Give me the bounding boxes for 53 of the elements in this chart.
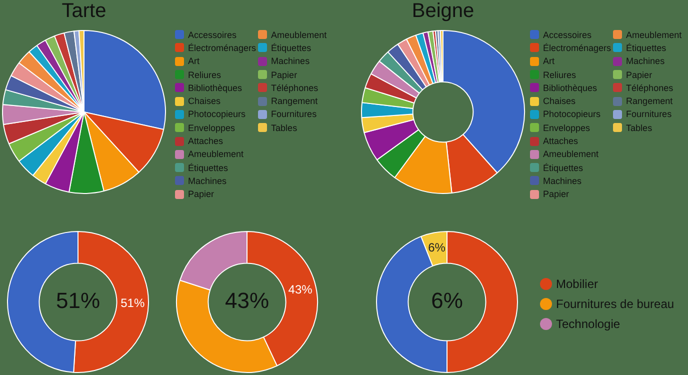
legend-label: Attaches [188, 136, 224, 146]
legend-label: Chaises [188, 96, 221, 106]
text: 6% [431, 288, 463, 314]
legend-label: Étiquettes [626, 42, 666, 53]
legend-label: Attaches [543, 136, 578, 146]
legend-label: Électroménagers [188, 42, 256, 53]
legend-label: Machines [188, 176, 227, 186]
legend-label: Fournitures [271, 109, 317, 120]
legend-label: Accessoires [543, 30, 592, 40]
legend-label: Téléphones [271, 82, 318, 93]
legend-label: Papier [626, 70, 652, 80]
legend-label: Photocopieurs [543, 109, 601, 120]
legend-label: Photocopieurs [188, 109, 246, 120]
legend-label: Ameublement [188, 149, 244, 160]
legend-label: Technologie [556, 317, 620, 331]
legend-label: Étiquettes [543, 162, 584, 173]
text: 51% [56, 288, 100, 314]
legend-label: Papier [188, 189, 214, 200]
data-label: 43% [288, 282, 313, 296]
legend-label: Étiquettes [271, 42, 312, 53]
legend-label: Enveloppes [188, 122, 236, 133]
legend-label: Machines [271, 56, 310, 66]
legend-label: Reliures [543, 70, 576, 80]
legend-label: Enveloppes [543, 122, 590, 133]
text: 43% [224, 288, 270, 314]
legend-label: Machines [543, 176, 582, 186]
legend-label: Art [543, 56, 555, 66]
legend-label: Téléphones [626, 82, 674, 93]
legend-label: Fournitures [626, 109, 672, 120]
legend-label: Papier [543, 189, 570, 200]
legend-label: Étiquettes [188, 162, 228, 173]
data-label: 6% [428, 240, 446, 255]
legend-label: Reliures [188, 70, 222, 80]
legend-label: Rangement [271, 96, 318, 106]
legend-label: Accessoires [188, 30, 237, 40]
data-label: 51% [120, 296, 145, 310]
legend-label: Tables [626, 122, 652, 133]
chart-title: Tarte [60, 0, 108, 23]
legend-label: Art [188, 56, 200, 66]
legend-label: Rangement [626, 96, 673, 106]
chart-title: Beigne [410, 0, 476, 23]
legend-label: Ameublement [626, 30, 682, 40]
legend-label: Ameublement [271, 30, 327, 40]
legend-label: Tables [271, 122, 298, 133]
legend-label: Bibliothèques [188, 82, 242, 93]
legend-label: Machines [626, 56, 665, 66]
legend-label: Fournitures de bureau [556, 297, 674, 311]
legend-label: Électroménagers [543, 42, 612, 53]
legend-label: Chaises [543, 96, 576, 106]
legend-label: Papier [271, 70, 298, 80]
legend-label: Bibliothèques [543, 82, 598, 93]
legend-label: Ameublement [543, 149, 599, 160]
legend-label: Mobilier [556, 277, 598, 291]
